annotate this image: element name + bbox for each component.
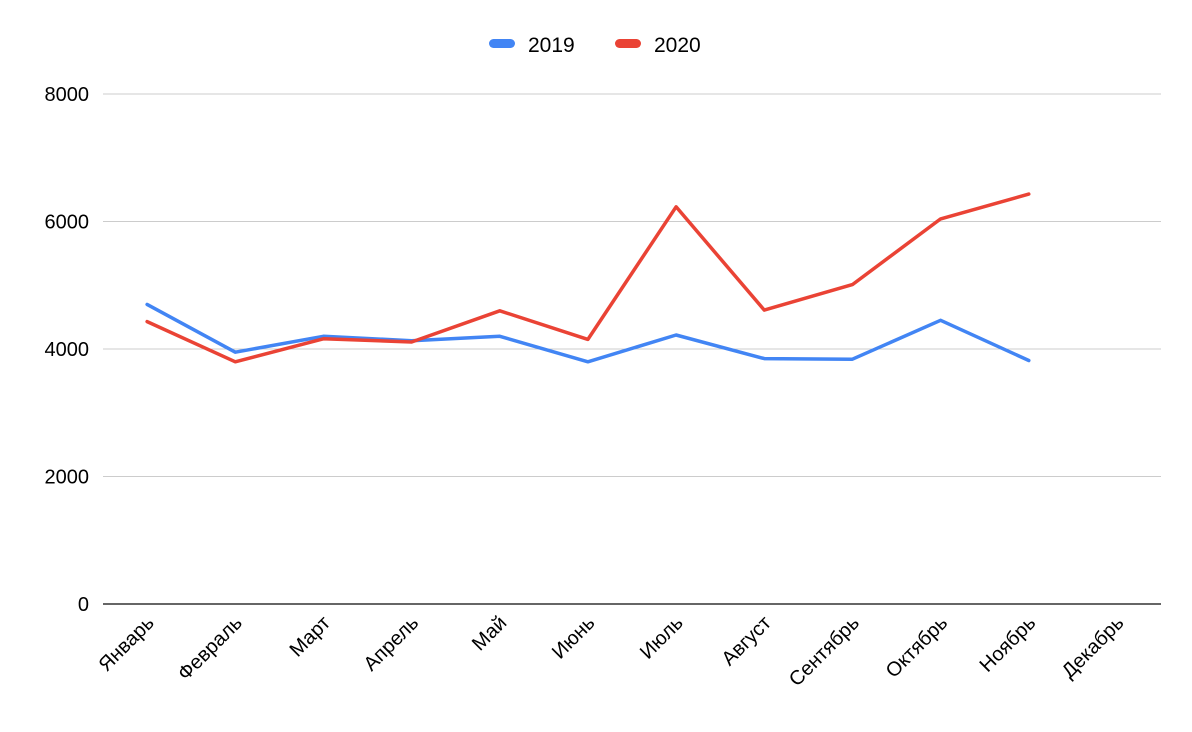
x-tick-label: Февраль	[174, 612, 247, 685]
series-lines	[145, 192, 1031, 364]
y-tick-label: 4000	[45, 339, 90, 361]
y-tick-label: 8000	[45, 84, 90, 106]
gridlines	[103, 93, 1161, 477]
x-axis: Январь Февраль Март Апрель Май Июнь Июль Август…	[95, 603, 1161, 691]
x-tick-label: Декабрь	[1058, 612, 1129, 683]
x-tick-label: Июнь	[548, 612, 600, 664]
series-line-2019	[145, 302, 1031, 364]
x-tick-label: Апрель	[360, 612, 424, 676]
x-tick-label: Январь	[95, 612, 159, 676]
y-tick-label: 2000	[45, 467, 90, 489]
x-tick-label: Октябрь	[882, 612, 952, 682]
series-line-2020	[145, 192, 1031, 364]
y-axis: 0 2000 4000 6000 8000	[45, 84, 90, 616]
legend: 2019 2020	[489, 34, 701, 57]
x-tick-label: Август	[718, 612, 776, 670]
y-tick-label: 0	[78, 594, 89, 616]
x-tick-label: Сентябрь	[785, 612, 864, 691]
legend-label-2019: 2019	[528, 34, 575, 57]
x-tick-label: Март	[286, 612, 335, 661]
x-tick-label: Май	[468, 612, 511, 655]
y-tick-label: 6000	[45, 212, 90, 234]
legend-swatch-2019	[489, 39, 515, 48]
legend-swatch-2020	[615, 39, 641, 48]
legend-label-2020: 2020	[654, 34, 701, 57]
x-tick-label: Июль	[636, 612, 688, 664]
x-tick-label: Ноябрь	[976, 612, 1041, 677]
